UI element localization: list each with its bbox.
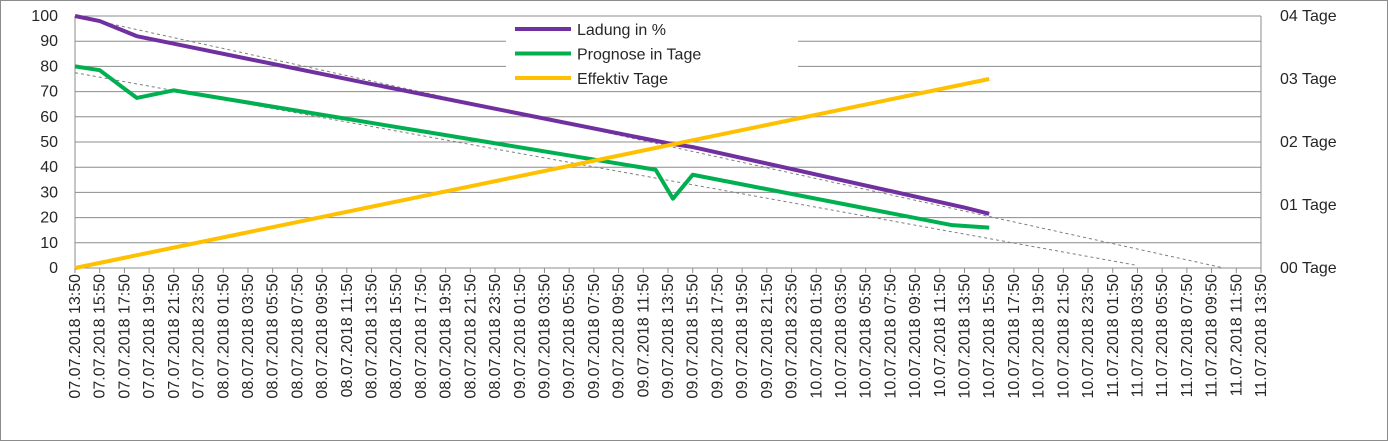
x-tick-label: 09.07.2018 17:50: [709, 274, 726, 399]
x-tick-label: 10.07.2018 03:50: [833, 274, 850, 399]
trendlines: [74, 15, 1225, 269]
y-tick-label: 0: [49, 260, 58, 277]
x-tick-label: 09.07.2018 15:50: [685, 274, 702, 399]
x-tick-label: 07.07.2018 15:50: [92, 274, 109, 399]
x-tick-label: 09.07.2018 05:50: [561, 274, 578, 399]
series-line: [74, 14, 990, 216]
x-tick-label: 09.07.2018 23:50: [784, 274, 801, 399]
y2-tick-label: 00 Tage: [1280, 260, 1337, 277]
x-tick-label: 08.07.2018 09:50: [314, 274, 331, 399]
x-tick-label: 07.07.2018 19:50: [141, 274, 158, 399]
x-tick-label: 08.07.2018 15:50: [388, 274, 405, 399]
x-tick-label: 10.07.2018 09:50: [907, 274, 924, 399]
x-tick-label: 11.07.2018 13:50: [1253, 274, 1270, 397]
x-tick-label: 09.07.2018 19:50: [734, 274, 751, 399]
x-tick-label: 10.07.2018 15:50: [981, 274, 998, 399]
y-tick-label: 80: [40, 58, 58, 75]
x-tick-label: 09.07.2018 11:50: [635, 274, 652, 397]
x-tick-label: 11.07.2018 11:50: [1228, 274, 1245, 396]
legend-label: Effektiv Tage: [577, 71, 668, 88]
y-tick-label: 70: [40, 84, 58, 101]
x-tick-label: 08.07.2018 19:50: [438, 274, 455, 399]
data-series: [74, 14, 990, 270]
x-tick-label: 09.07.2018 13:50: [660, 274, 677, 399]
x-tick-label: 08.07.2018 11:50: [339, 274, 356, 397]
x-tick-label: 07.07.2018 17:50: [116, 274, 133, 399]
legend-label: Prognose in Tage: [577, 47, 701, 64]
x-tick-label: 08.07.2018 21:50: [462, 274, 479, 399]
x-tick-label: 11.07.2018 01:50: [1105, 274, 1122, 397]
y-tick-label: 100: [31, 8, 58, 25]
x-tick-label: 11.07.2018 09:50: [1204, 274, 1221, 397]
y-tick-label: 10: [40, 235, 58, 252]
trendline: [74, 15, 1225, 269]
y-tick-label: 30: [40, 184, 58, 201]
x-tick-label: 09.07.2018 09:50: [611, 274, 628, 399]
x-tick-label: 10.07.2018 23:50: [1080, 274, 1097, 399]
x-tick-label: 10.07.2018 13:50: [957, 274, 974, 399]
x-tick-label: 09.07.2018 07:50: [586, 274, 603, 399]
y2-tick-label: 01 Tage: [1280, 197, 1337, 214]
x-tick-label: 09.07.2018 21:50: [759, 274, 776, 399]
x-tick-label: 08.07.2018 07:50: [289, 274, 306, 399]
x-tick-label: 10.07.2018 01:50: [808, 274, 825, 399]
x-tick-label: 08.07.2018 01:50: [215, 274, 232, 399]
y-tick-label: 40: [40, 159, 58, 176]
x-tick-label: 08.07.2018 03:50: [240, 274, 257, 399]
x-tick-label: 09.07.2018 03:50: [536, 274, 553, 399]
x-tick-label: 08.07.2018 13:50: [364, 274, 381, 399]
x-tick-label: 09.07.2018 01:50: [512, 274, 529, 399]
x-tick-label: 11.07.2018 07:50: [1179, 274, 1196, 397]
y2-tick-label: 03 Tage: [1280, 71, 1337, 88]
x-tick-label: 08.07.2018 23:50: [487, 274, 504, 399]
y-tick-label: 50: [40, 134, 58, 151]
x-tick-label: 10.07.2018 21:50: [1055, 274, 1072, 399]
x-tick-label: 08.07.2018 05:50: [265, 274, 282, 399]
x-tick-label: 07.07.2018 13:50: [67, 274, 84, 399]
x-tick-label: 07.07.2018 21:50: [166, 274, 183, 399]
legend-label: Ladung in %: [577, 22, 666, 39]
y2-tick-label: 04 Tage: [1280, 8, 1337, 25]
legend: Ladung in % Prognose in Tage Effektiv Tage: [506, 17, 798, 91]
x-axis: 07.07.2018 13:50 07.07.2018 15:50 07.07.20…: [67, 268, 1270, 399]
x-tick-label: 08.07.2018 17:50: [413, 274, 430, 399]
y-tick-label: 90: [40, 33, 58, 50]
series-line: [74, 77, 990, 270]
x-tick-label: 10.07.2018 17:50: [1006, 274, 1023, 399]
x-tick-label: 10.07.2018 05:50: [858, 274, 875, 399]
y-tick-label: 60: [40, 109, 58, 126]
y-tick-label: 20: [40, 210, 58, 227]
x-tick-label: 11.07.2018 05:50: [1154, 274, 1171, 397]
x-tick-label: 10.07.2018 19:50: [1031, 274, 1048, 399]
x-tick-label: 11.07.2018 03:50: [1129, 274, 1146, 397]
y-axis-right: 00 Tage 01 Tage 02 Tage 03 Tage 04 Tage: [1280, 8, 1337, 277]
y-axis-left: 0 10 20 30 40 50 60 70 80 90 100: [31, 8, 58, 277]
x-tick-label: 10.07.2018 07:50: [882, 274, 899, 399]
y2-tick-label: 02 Tage: [1280, 134, 1337, 151]
x-tick-label: 07.07.2018 23:50: [191, 274, 208, 399]
series-line: [74, 64, 990, 230]
x-tick-label: 10.07.2018 11:50: [932, 274, 949, 397]
